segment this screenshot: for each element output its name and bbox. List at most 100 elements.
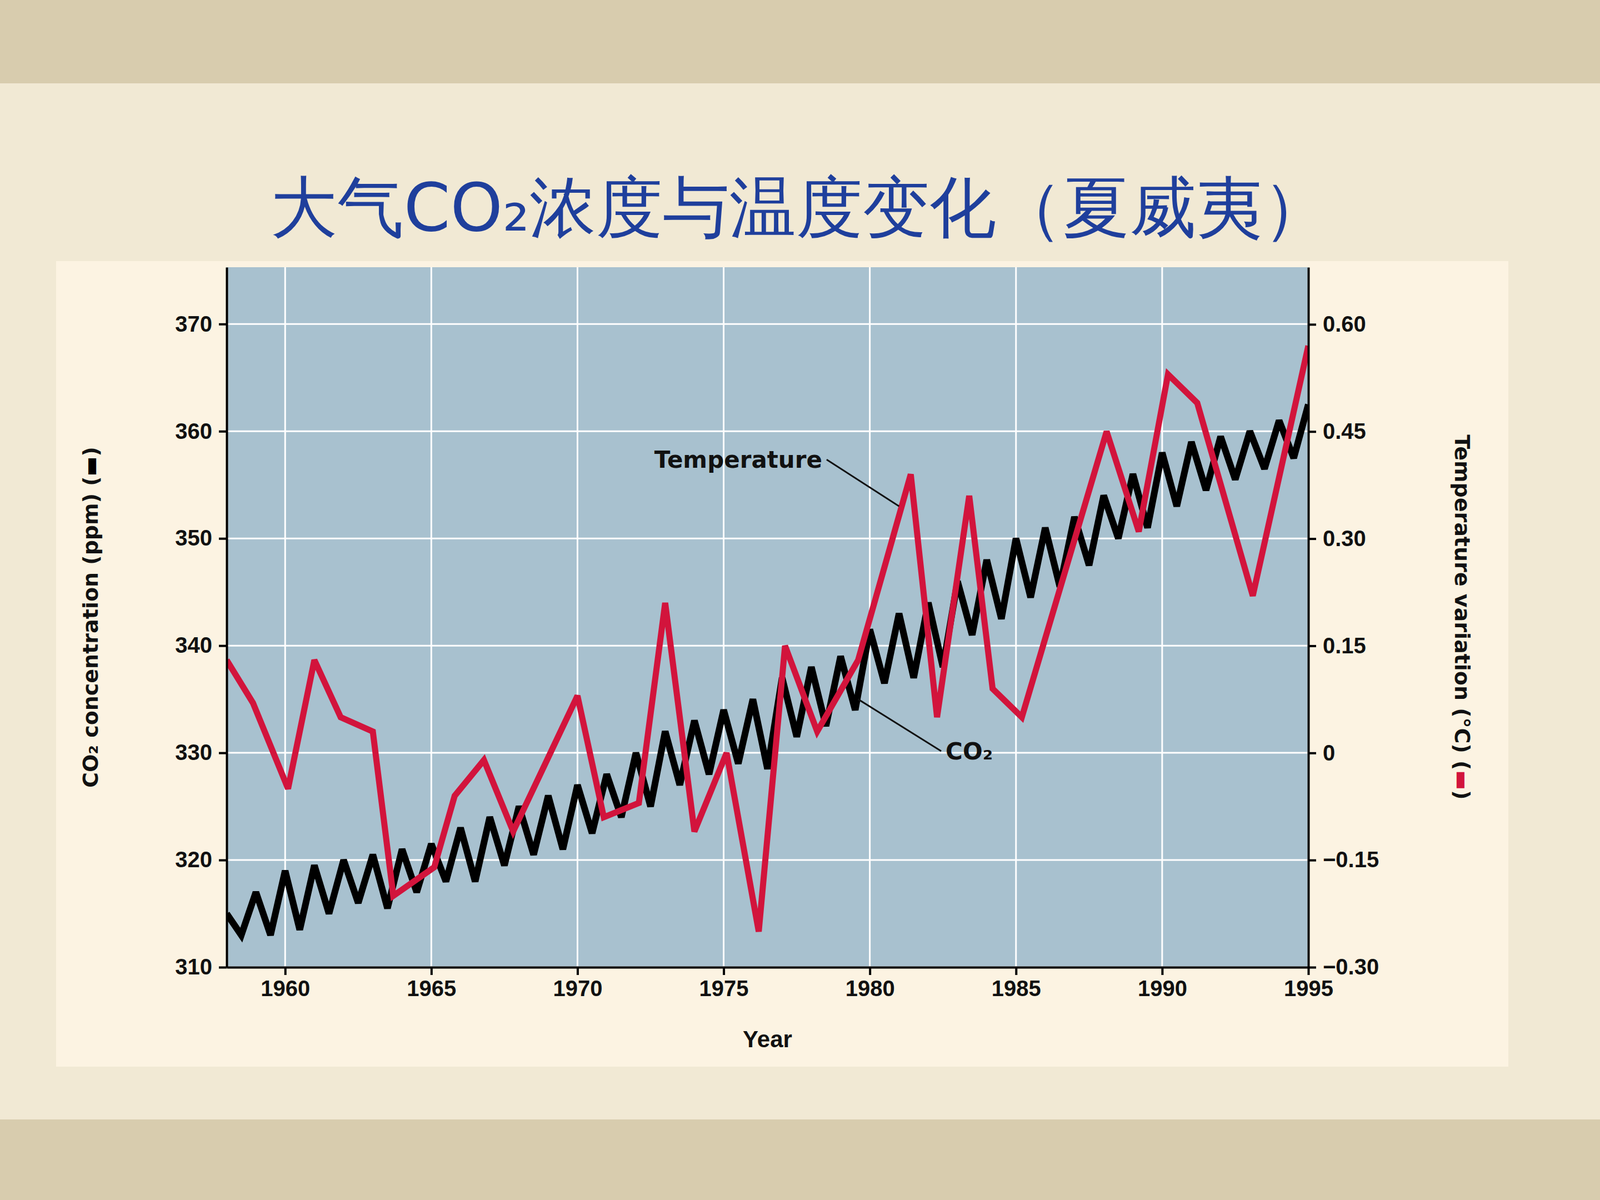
tick-label: 370 [175,311,213,337]
axis-title-part: ) [1450,790,1475,800]
x-axis-title: Year [742,1026,793,1053]
annotations: Temperature CO₂ [654,446,993,765]
tick: 320 [175,847,227,872]
tick: 1980 [845,967,895,1001]
axis-line [1307,267,1310,968]
tick: 340 [175,632,227,658]
tick-label: 1960 [260,976,310,1001]
tick-label: 0 [1322,740,1335,765]
tick-label: 320 [175,847,213,872]
tick-label: 360 [175,418,213,444]
tick-mark [1015,967,1018,975]
tick-mark [868,967,872,975]
series-label: CO₂ [945,737,993,765]
grid-line-x [1307,267,1310,968]
tick-mark [1308,752,1317,755]
tick-mark [1308,537,1317,540]
tick-mark [430,967,433,975]
tick: −0.15 [1308,847,1379,872]
grid-line-x [430,267,433,968]
series-line [226,345,1309,932]
grid-line-x [284,267,287,968]
leader-line [826,459,899,507]
tick: 360 [175,418,227,444]
tick-mark [218,966,227,969]
tick-label: 0.45 [1322,418,1367,444]
tick: 330 [175,740,227,765]
tick-label: 350 [175,525,213,550]
tick-mark [218,645,227,648]
tick: 1975 [699,967,749,1001]
tick-mark [1308,966,1317,969]
tick: 310 [175,954,227,979]
tick: 350 [175,525,227,550]
chart-panel [56,261,1509,1067]
leader-line [858,699,942,752]
tick-label: 0.60 [1322,311,1367,337]
x-axis: 19601965197019751980198519901995 [227,967,1334,1001]
y2-axis: −0.30 −0.15 0 0.15 0.30 0.45 0.60 [1308,267,1379,980]
tick-mark [722,967,725,975]
tick-label: 1990 [1137,976,1188,1001]
tick-mark [218,752,227,755]
tick-mark [1308,645,1317,648]
tick-label: 1965 [406,976,457,1001]
tick: 370 [175,311,227,337]
tick-label: −0.30 [1322,954,1379,979]
plot-background [226,267,1309,968]
axis-line [227,966,1309,969]
tick-label: 1985 [991,976,1042,1001]
tick-mark [1308,323,1317,326]
y-axis-title: CO₂ concentration (ppm) (▬) [78,446,103,788]
chart-root: 大气CO₂浓度与温度变化（夏威夷） 1960 1965 1970 1975 1980 198… [0,0,1600,1200]
grid-line-y [226,966,1309,969]
tick-mark [218,859,227,862]
tick: 0.60 [1308,311,1367,337]
tick: −0.30 [1308,954,1379,979]
tick-mark [1161,967,1164,975]
tick-mark [218,323,227,326]
axis-title-part: ) [78,446,103,457]
tick: 0.15 [1308,633,1367,658]
grid-line-y [226,537,1309,540]
tick: 1990 [1137,967,1188,1001]
axis-title-key: ▬ [1450,770,1475,790]
tick-mark [284,967,287,975]
tick-label: 340 [175,632,213,658]
axis-title-key: ▬ [78,456,103,477]
tick: 1965 [406,967,457,1001]
axis-title-part: CO₂ concentration (ppm) ( [78,476,103,788]
page-background [0,0,1600,1200]
grid-line-x [576,267,579,968]
tick-label: 1980 [845,976,895,1001]
grid [226,267,1309,968]
chart-svg: 大气CO₂浓度与温度变化（夏威夷） 1960 1965 1970 1975 1980 198… [0,0,1600,1200]
tick-mark [218,537,227,540]
y2-axis-title: Temperature variation (°C) (▬) [1450,434,1475,800]
data-marks [226,345,1309,935]
tick-label: 1975 [699,976,749,1001]
axis-line [226,267,229,968]
tick-mark [576,967,579,975]
series-label: Temperature [654,446,823,474]
top-band [0,0,1600,84]
chart-title: 大气CO₂浓度与温度变化（夏威夷） [270,168,1330,247]
tick: 1960 [260,967,310,1001]
grid-line-x [1015,267,1017,968]
tick-label: 0.30 [1322,526,1367,551]
grid-line-y [226,323,1309,325]
tick-mark [1308,430,1317,433]
tick-mark [218,430,227,433]
tick: 0 [1308,740,1335,765]
tick-label: 330 [175,740,213,765]
bottom-band [0,1119,1600,1200]
tick-label: −0.15 [1322,847,1379,872]
tick-label: 310 [175,954,213,979]
tick: 0.45 [1308,418,1367,444]
grid-line-x [722,267,725,968]
tick: 1970 [552,967,603,1001]
grid-line-x [1161,267,1163,968]
tick-mark [1308,859,1317,862]
y-axis: 310 320 330 340 350 360 370 [175,267,227,980]
tick: 1985 [991,967,1042,1001]
